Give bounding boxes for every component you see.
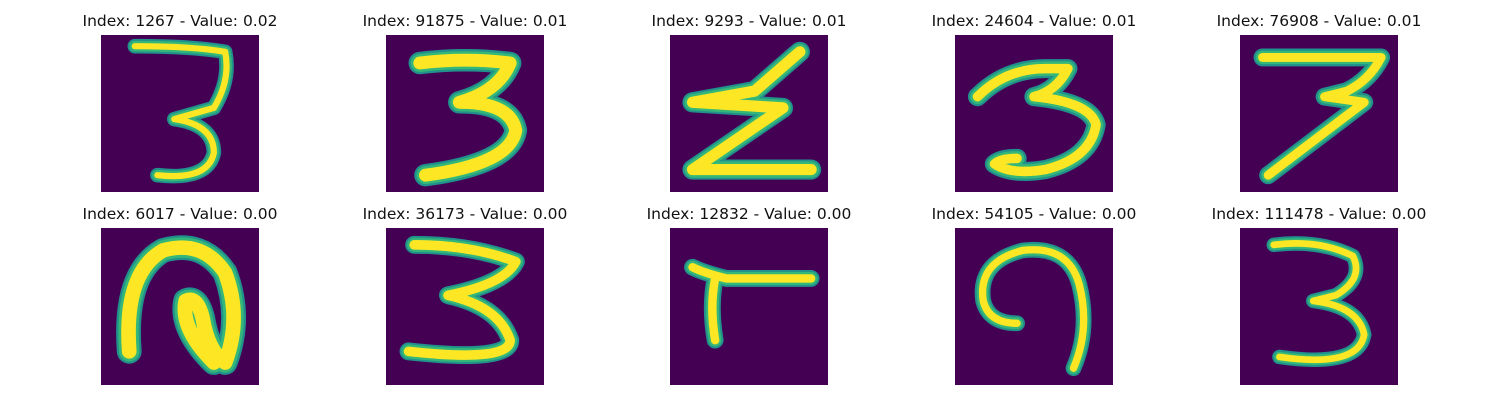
digit-image: [1240, 35, 1398, 192]
panel-title: Index: 111478 - Value: 0.00: [1211, 205, 1427, 223]
panel-title: Index: 9293 - Value: 0.01: [651, 12, 847, 30]
panel-title: Index: 12832 - Value: 0.00: [646, 205, 852, 223]
digit-image: [101, 35, 259, 192]
digit-image: [386, 35, 544, 192]
digit-image: [386, 228, 544, 385]
digit-image: [670, 228, 828, 385]
panel-title: Index: 76908 - Value: 0.01: [1216, 12, 1422, 30]
panel-title: Index: 6017 - Value: 0.00: [82, 205, 278, 223]
digit-image: [955, 228, 1113, 385]
panel-title: Index: 24604 - Value: 0.01: [931, 12, 1137, 30]
digit-image: [955, 35, 1113, 192]
panel-title: Index: 36173 - Value: 0.00: [362, 205, 568, 223]
digit-image: [101, 228, 259, 385]
digit-image: [1240, 228, 1398, 385]
panel-title: Index: 54105 - Value: 0.00: [931, 205, 1137, 223]
panel-title: Index: 1267 - Value: 0.02: [82, 12, 278, 30]
panel-title: Index: 91875 - Value: 0.01: [362, 12, 568, 30]
digit-image: [670, 35, 828, 192]
